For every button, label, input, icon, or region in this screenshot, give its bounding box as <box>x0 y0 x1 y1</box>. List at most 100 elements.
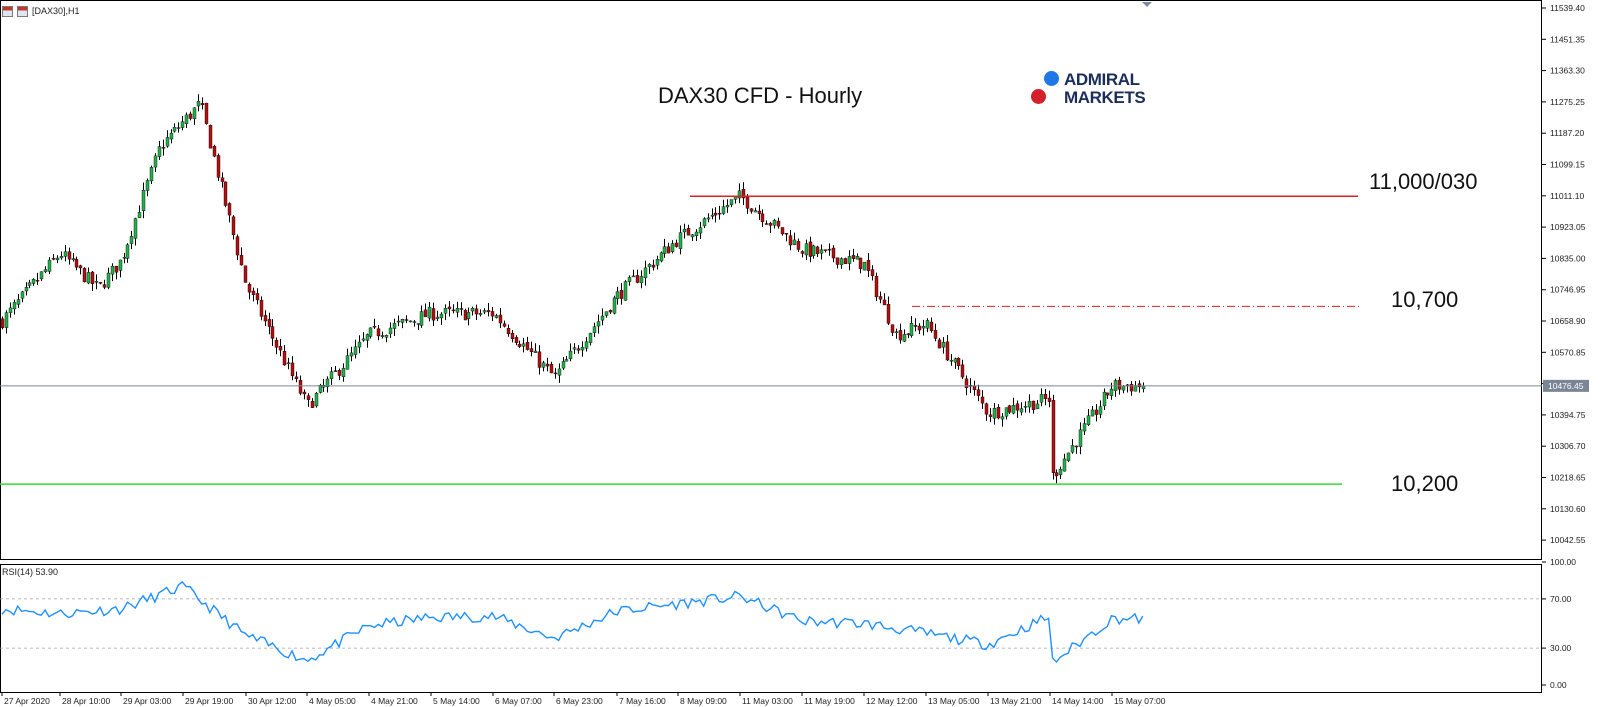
candle-body <box>510 333 515 340</box>
time-tick-label: 27 Apr 2020 <box>4 696 50 706</box>
candle-body <box>466 312 471 319</box>
candle-body <box>874 276 879 298</box>
candle-body <box>404 319 409 321</box>
candle-body <box>717 212 722 215</box>
candle-body <box>521 343 526 347</box>
candle-body <box>1019 408 1024 413</box>
candle-body <box>494 315 499 318</box>
candle-body <box>827 248 832 251</box>
candle-body <box>243 265 248 283</box>
candle-body <box>686 228 691 236</box>
current-price-badge <box>1543 379 1589 392</box>
candle-body <box>486 310 491 313</box>
candle-body <box>439 313 444 319</box>
candle-body <box>925 320 930 329</box>
candle-body <box>502 323 507 327</box>
candle-body <box>1004 407 1009 417</box>
candle-body <box>274 340 279 348</box>
candle-body <box>376 328 381 337</box>
rsi-pane-frame <box>0 564 1542 693</box>
candle-body <box>380 335 385 337</box>
candle-body <box>90 271 95 284</box>
candle-body <box>184 114 189 124</box>
candle-body <box>592 326 597 333</box>
brand-line-1: ADMIRAL <box>1064 70 1140 89</box>
rsi-indicator-label: RSI(14) 53.90 <box>2 567 59 577</box>
candle-body <box>1141 385 1146 390</box>
time-tick-label: 5 May 14:00 <box>433 696 480 706</box>
rsi-tick-label: 0.00 <box>1550 680 1567 690</box>
brand-logo: ADMIRAL MARKETS <box>1031 71 1151 111</box>
candle-body <box>372 326 377 328</box>
candle-body <box>435 316 440 319</box>
candle-body <box>349 352 354 357</box>
candle-body <box>102 284 107 288</box>
candle-body <box>1090 409 1095 417</box>
time-tick-label: 29 Apr 19:00 <box>185 696 233 706</box>
candle-body <box>353 346 358 355</box>
candle-body <box>212 146 217 157</box>
level-label-10700: 10,700 <box>1391 287 1459 312</box>
candle-body <box>235 236 240 256</box>
chart-window-icon[interactable] <box>17 5 28 17</box>
candle-body <box>157 146 162 157</box>
candle-body <box>20 291 25 299</box>
candle-body <box>682 228 687 233</box>
candle-body <box>247 284 252 293</box>
candle-body <box>506 328 511 335</box>
candle-body <box>584 341 589 349</box>
candle-body <box>1117 379 1122 390</box>
candle-body <box>133 218 138 239</box>
candle-body <box>749 208 754 212</box>
candle-body <box>627 277 632 282</box>
candle-body <box>945 341 950 361</box>
candle-body <box>24 287 29 292</box>
candle-body <box>878 296 883 300</box>
rsi-tick-label: 30.00 <box>1550 643 1572 653</box>
candle-body <box>282 351 287 366</box>
price-tick-label: 10218.65 <box>1550 473 1586 483</box>
candle-body <box>47 259 52 272</box>
candle-body <box>384 335 389 338</box>
candle-body <box>819 249 824 254</box>
candle-body <box>588 333 593 343</box>
candle-body <box>259 300 264 317</box>
candle-body <box>545 363 550 367</box>
candle-body <box>129 236 134 244</box>
candle-body <box>529 348 534 353</box>
candle-body <box>8 307 13 313</box>
candle-body <box>302 391 307 395</box>
candle-body <box>949 359 954 362</box>
shift-marker-icon <box>1142 2 1152 7</box>
candle-body <box>110 265 115 275</box>
price-tick-label: 11275.25 <box>1550 97 1585 107</box>
candle-body <box>337 370 342 376</box>
candle-body <box>1015 403 1020 411</box>
candle-body <box>847 256 852 264</box>
candle-body <box>1058 468 1063 476</box>
candle-body <box>200 103 205 106</box>
candle-body <box>1078 429 1083 447</box>
candle-body <box>596 321 601 327</box>
candle-body <box>1109 388 1114 396</box>
candle-body <box>86 272 91 284</box>
price-tick-label: 11363.30 <box>1550 66 1585 76</box>
brand-dot-red <box>1031 89 1046 104</box>
candle-body <box>768 223 773 226</box>
candle-body <box>125 244 130 259</box>
candle-body <box>78 265 83 269</box>
candle-body <box>808 241 813 257</box>
candle-body <box>933 330 938 339</box>
candle-body <box>1133 385 1138 392</box>
candle-body <box>894 331 899 334</box>
candle-body <box>906 333 911 335</box>
time-tick-label: 30 Apr 12:00 <box>248 696 296 706</box>
chart-window-icon[interactable] <box>2 5 13 17</box>
candle-body <box>1121 385 1126 391</box>
candle-body <box>153 155 158 168</box>
candle-body <box>443 308 448 314</box>
candle-body <box>267 319 272 327</box>
candle-body <box>400 319 405 323</box>
candle-body <box>608 310 613 313</box>
